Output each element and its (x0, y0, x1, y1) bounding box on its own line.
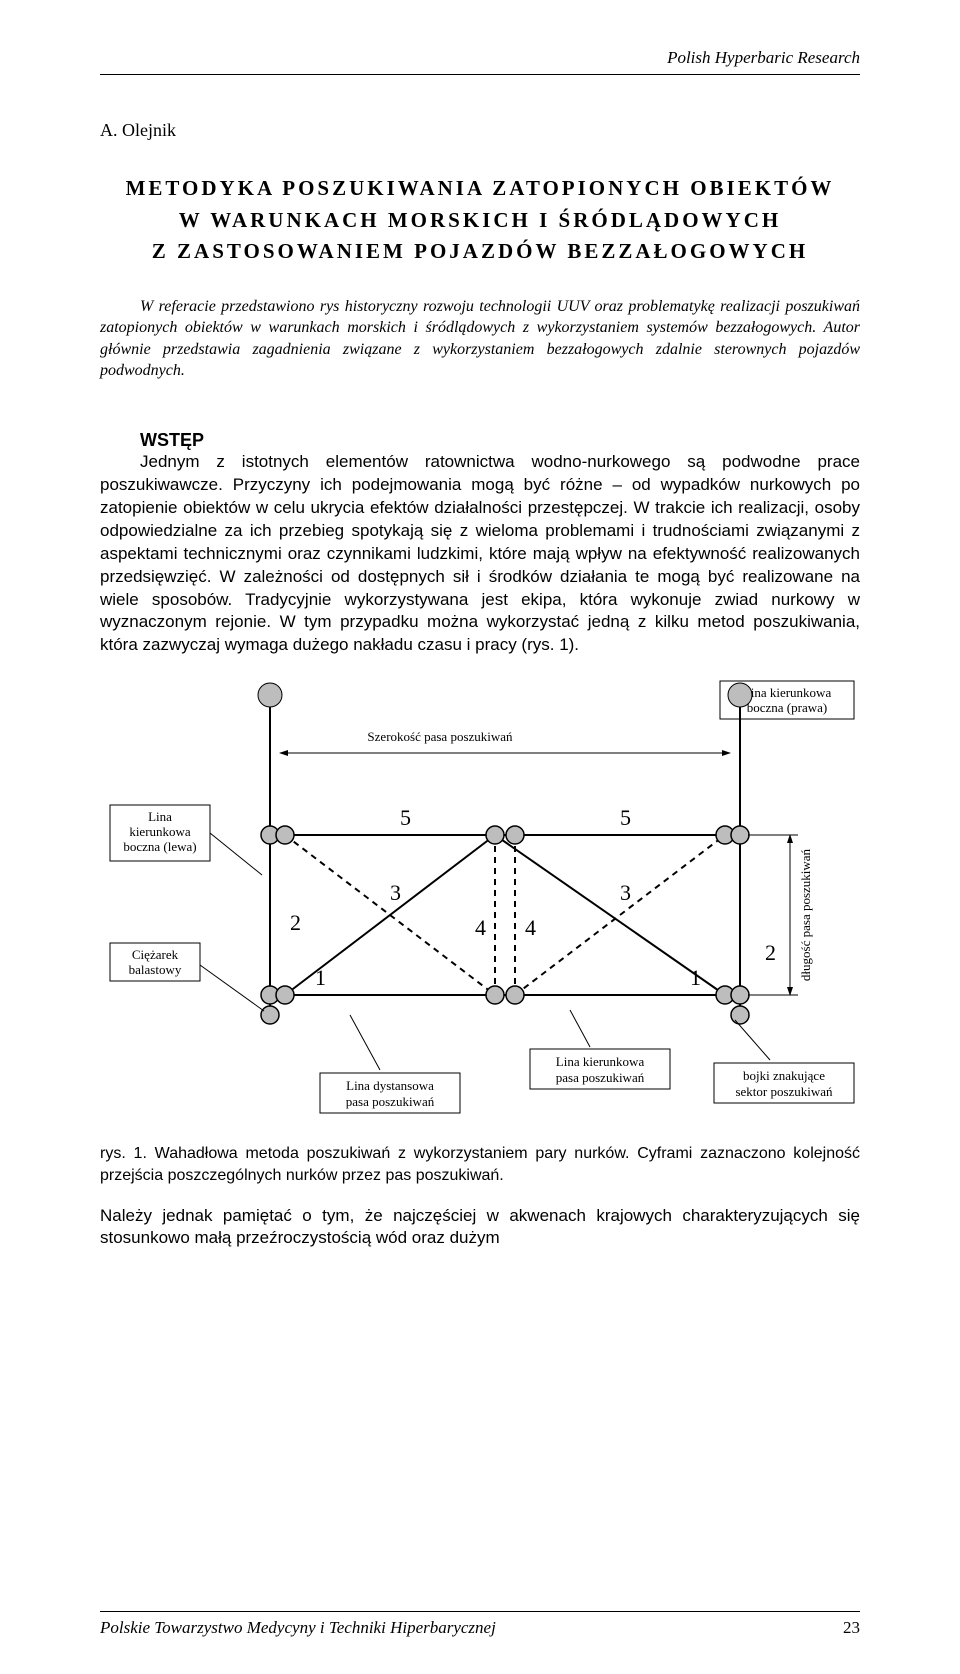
svg-text:2: 2 (765, 940, 776, 965)
svg-text:sektor poszukiwań: sektor poszukiwań (735, 1084, 833, 1099)
journal-header: Polish Hyperbaric Research (667, 48, 860, 68)
svg-text:Lina dystansowa: Lina dystansowa (346, 1078, 434, 1093)
path-numbers: 1 1 2 2 3 3 4 4 5 5 (290, 805, 776, 990)
header-rule (100, 74, 860, 75)
body-text: Jednym z istotnych elementów ratownictwa… (100, 452, 860, 655)
svg-text:3: 3 (390, 880, 401, 905)
svg-text:Lina kierunkowa: Lina kierunkowa (743, 685, 832, 700)
svg-text:boczna (prawa): boczna (prawa) (747, 700, 827, 715)
title-line: W WARUNKACH MORSKICH I ŚRÓDLĄDOWYCH (179, 208, 781, 232)
svg-text:długość pasa poszukiwań: długość pasa poszukiwań (798, 849, 813, 982)
abstract: W referacie przedstawiono rys historyczn… (100, 296, 860, 382)
label-left-top: Lina kierunkowa boczna (lewa) (110, 805, 262, 875)
figure-caption: rys. 1. Wahadłowa metoda poszukiwań z wy… (100, 1143, 860, 1186)
svg-text:5: 5 (620, 805, 631, 830)
svg-text:balastowy: balastowy (129, 962, 182, 977)
footer-org: Polskie Towarzystwo Medycyny i Techniki … (100, 1618, 496, 1638)
callout-line (350, 1015, 380, 1070)
label-left-bottom: Ciężarek balastowy (110, 943, 264, 1011)
footer-rule (100, 1611, 860, 1612)
svg-text:kierunkowa: kierunkowa (129, 824, 191, 839)
paper-title: METODYKA POSZUKIWANIA ZATOPIONYCH OBIEKT… (100, 173, 860, 268)
svg-text:pasa poszukiwań: pasa poszukiwań (556, 1070, 645, 1085)
length-dimension: długość pasa poszukiwań (748, 835, 813, 995)
title-line: METODYKA POSZUKIWANIA ZATOPIONYCH OBIEKT… (126, 176, 835, 200)
label-bottom-mid: Lina kierunkowa pasa poszukiwań (530, 1049, 670, 1089)
label-bottom-left: Lina dystansowa pasa poszukiwań (320, 1073, 460, 1113)
callout-line (735, 1020, 770, 1060)
section-heading: WSTĘP (140, 430, 860, 451)
path-lines (285, 835, 725, 995)
svg-text:Lina: Lina (148, 809, 172, 824)
body-paragraph: Jednym z istotnych elementów ratownictwa… (100, 451, 860, 657)
svg-text:bojki znakujące: bojki znakujące (743, 1068, 825, 1083)
svg-text:Lina kierunkowa: Lina kierunkowa (556, 1054, 645, 1069)
buoy-icon (728, 683, 752, 707)
page-number: 23 (843, 1618, 860, 1638)
search-diagram: Lina kierunkowa boczna (prawa) Szerokość… (100, 675, 860, 1135)
svg-text:5: 5 (400, 805, 411, 830)
svg-text:4: 4 (475, 915, 486, 940)
buoy-icon (258, 683, 282, 707)
abstract-text: W referacie przedstawiono rys historyczn… (100, 298, 860, 380)
svg-text:2: 2 (290, 910, 301, 935)
svg-text:Ciężarek: Ciężarek (132, 947, 179, 962)
title-line: Z ZASTOSOWANIEM POJAZDÓW BEZZAŁOGOWYCH (152, 239, 808, 263)
svg-text:boczna (lewa): boczna (lewa) (123, 839, 196, 854)
label-bottom-right: bojki znakujące sektor poszukiwań (714, 1063, 854, 1103)
author-name: A. Olejnik (100, 120, 860, 141)
svg-text:pasa poszukiwań: pasa poszukiwań (346, 1094, 435, 1109)
closing-paragraph: Należy jednak pamiętać o tym, że najczęś… (100, 1205, 860, 1251)
width-label: Szerokość pasa poszukiwań (367, 729, 513, 744)
svg-text:3: 3 (620, 880, 631, 905)
svg-text:1: 1 (315, 965, 326, 990)
callout-line (570, 1010, 590, 1047)
svg-text:4: 4 (525, 915, 536, 940)
svg-text:1: 1 (690, 965, 701, 990)
